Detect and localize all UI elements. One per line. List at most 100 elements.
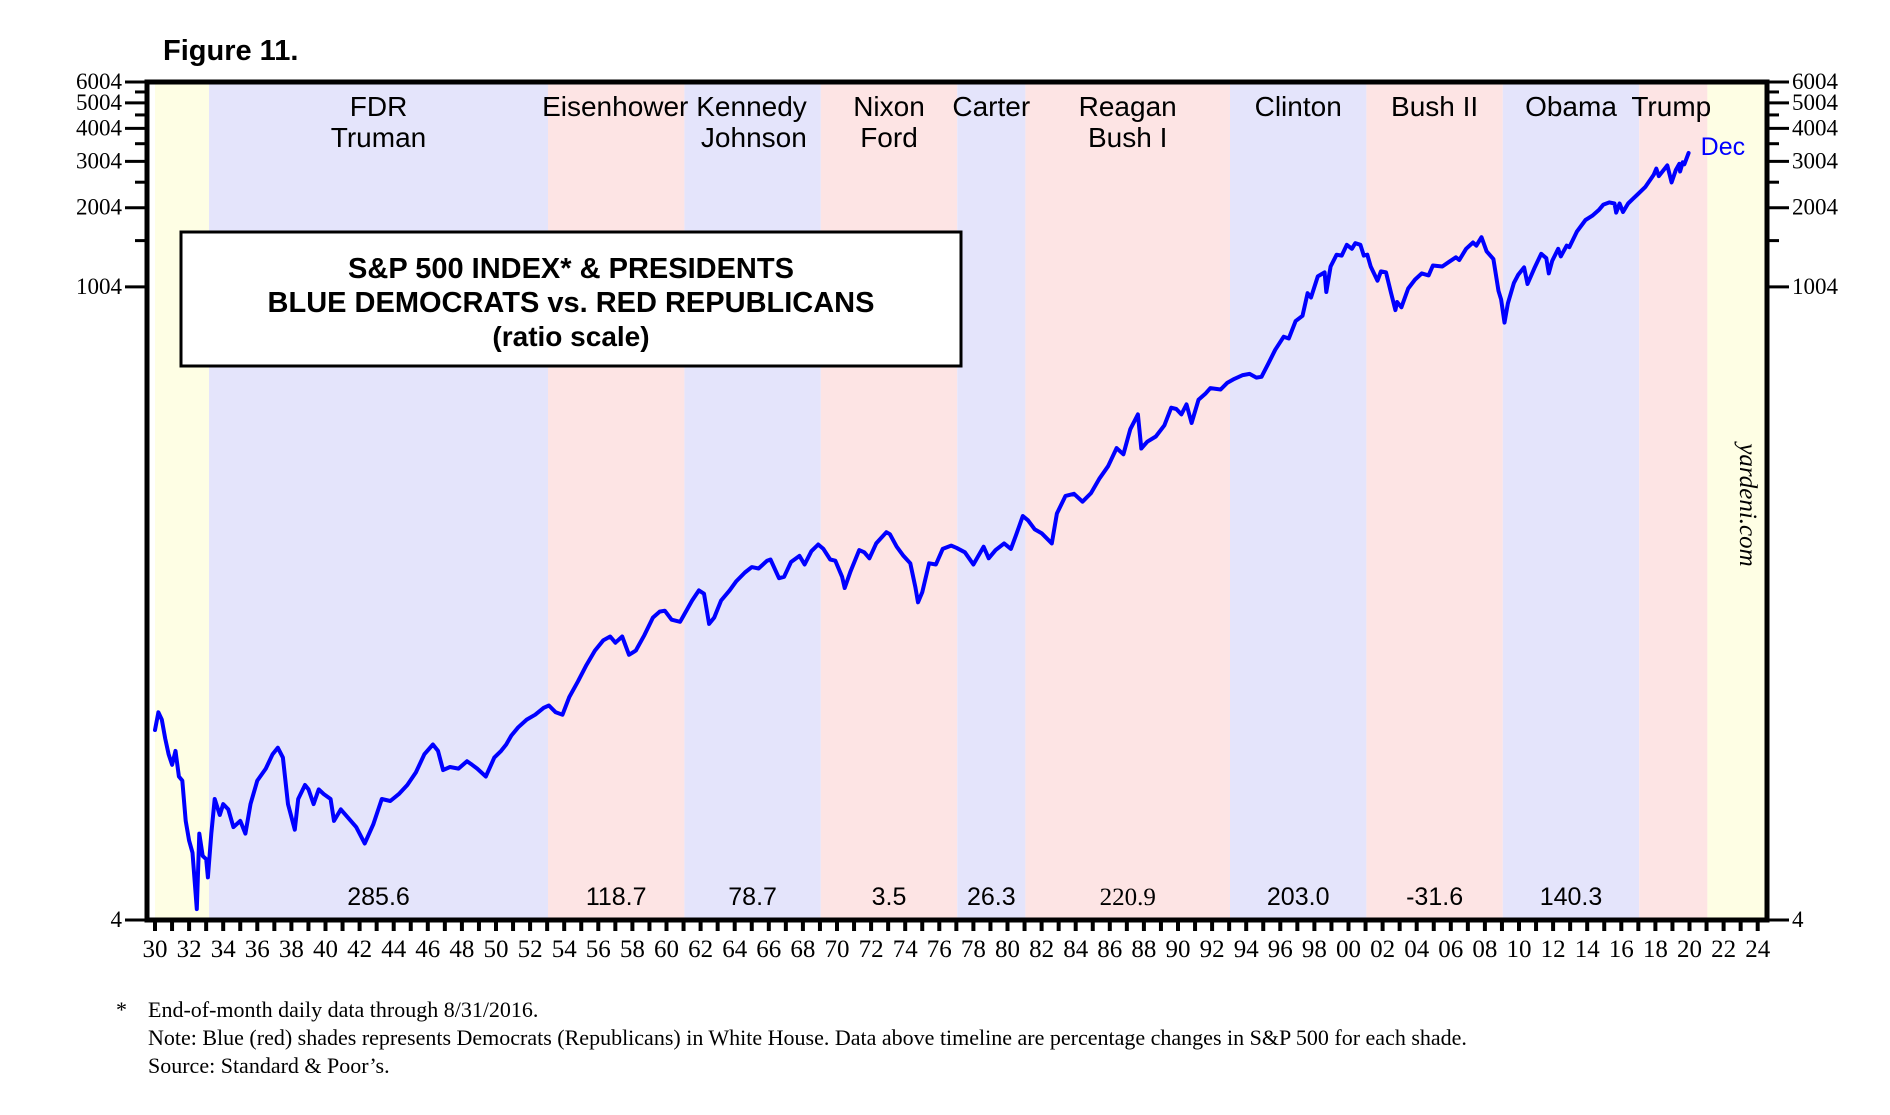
x-tick-label: 10 <box>1507 936 1532 963</box>
shade-band <box>820 82 958 920</box>
x-tick-label: 42 <box>347 936 372 963</box>
y-tick-label-left: 5004 <box>76 90 123 115</box>
x-tick-label: 90 <box>1166 936 1191 963</box>
president-label: Carter <box>952 91 1030 122</box>
shade-band <box>548 82 685 920</box>
shade-band <box>1366 82 1503 920</box>
y-tick-label-left: 1004 <box>76 274 123 299</box>
x-tick-label: 14 <box>1575 936 1601 963</box>
x-tick-label: 00 <box>1336 936 1361 963</box>
x-tick-label: 40 <box>313 936 338 963</box>
y-tick-label-right: 6004 <box>1792 69 1839 94</box>
chart-title: S&P 500 INDEX* & PRESIDENTS <box>348 253 794 285</box>
x-tick-label: 88 <box>1131 936 1156 963</box>
footnote-note: Note: Blue (red) shades represents Democ… <box>148 1025 1467 1050</box>
x-tick-label: 68 <box>790 936 815 963</box>
president-label: Bush I <box>1088 122 1167 153</box>
footnote-marker: * <box>116 997 127 1022</box>
x-tick-label: 86 <box>1097 936 1122 963</box>
president-label: Ford <box>860 122 918 153</box>
x-tick-label: 18 <box>1643 936 1668 963</box>
president-label: Trump <box>1631 91 1711 122</box>
president-label: FDR <box>350 91 408 122</box>
x-tick-label: 70 <box>825 936 850 963</box>
x-tick-label: 38 <box>279 936 304 963</box>
shade-band <box>957 82 1026 920</box>
x-tick-label: 66 <box>756 936 781 963</box>
percent-change-label: 26.3 <box>967 883 1016 911</box>
footnote-source: Source: Standard & Poor’s. <box>148 1053 390 1078</box>
shade-band <box>1707 82 1767 920</box>
x-tick-label: 78 <box>961 936 986 963</box>
x-tick-label: 46 <box>415 936 440 963</box>
x-tick-label: 96 <box>1268 936 1293 963</box>
president-label: Clinton <box>1255 91 1342 122</box>
title-box-frame <box>179 230 963 368</box>
president-label: Truman <box>331 122 426 153</box>
x-tick-label: 56 <box>586 936 611 963</box>
percent-change-labels: 285.6 118.7 78.7 3.5 26.3 220.9 203.0 -31.6 140.… <box>347 883 1602 911</box>
percent-change-label: 118.7 <box>586 883 647 911</box>
y-tick-label-right: 4 <box>1792 907 1804 932</box>
x-tick-label: 44 <box>381 936 407 963</box>
percent-change-label: 78.7 <box>728 883 777 911</box>
x-tick-label: 98 <box>1302 936 1327 963</box>
end-label-dec: Dec <box>1701 133 1745 161</box>
y-tick-label-left: 3004 <box>76 148 123 173</box>
x-tick-label: 36 <box>245 936 270 963</box>
percent-change-label: 3.5 <box>872 883 907 911</box>
x-tick-label: 60 <box>654 936 679 963</box>
y-tick-label-right: 5004 <box>1792 90 1839 115</box>
percent-change-label: -31.6 <box>1406 883 1463 911</box>
percent-change-label: 203.0 <box>1267 883 1330 911</box>
x-tick-label: 20 <box>1677 936 1702 963</box>
y-tick-label-left: 6004 <box>76 69 123 94</box>
x-tick-label: 24 <box>1745 936 1771 963</box>
figure-label: Figure 11. <box>163 35 298 67</box>
x-tick-label: 52 <box>518 936 543 963</box>
chart-scale-note: (ratio scale) <box>492 321 649 352</box>
y-tick-label-left: 4004 <box>76 115 123 140</box>
x-tick-label: 58 <box>620 936 645 963</box>
percent-change-label: 220.9 <box>1100 884 1156 911</box>
y-tick-label-left: 2004 <box>76 195 123 220</box>
x-tick-label: 82 <box>1029 936 1054 963</box>
y-tick-label-right: 3004 <box>1792 148 1839 173</box>
x-tick-label: 08 <box>1472 936 1497 963</box>
x-tick-label: 74 <box>893 936 919 963</box>
shade-band <box>1639 82 1708 920</box>
president-label: Nixon <box>853 91 925 122</box>
x-tick-label: 02 <box>1370 936 1395 963</box>
footnote-data: End-of-month daily data through 8/31/201… <box>148 997 538 1022</box>
x-tick-label: 62 <box>688 936 713 963</box>
x-tick-label: 92 <box>1200 936 1225 963</box>
x-tick-label: 34 <box>211 936 237 963</box>
x-tick-label: 12 <box>1541 936 1566 963</box>
party-shades <box>155 82 1767 920</box>
shade-band <box>209 82 549 920</box>
sp500-series-line <box>153 151 1691 912</box>
shade-band <box>1025 82 1231 920</box>
x-tick-label: 84 <box>1063 936 1089 963</box>
x-tick-label: 50 <box>484 936 509 963</box>
x-tick-label: 80 <box>995 936 1020 963</box>
footnotes: * End-of-month daily data through 8/31/2… <box>116 997 1467 1078</box>
percent-change-label: 285.6 <box>347 883 410 911</box>
x-tick-label: 64 <box>722 936 748 963</box>
x-tick-label: 22 <box>1711 936 1736 963</box>
x-tick-label: 30 <box>143 936 168 963</box>
watermark: yardeni.com <box>1734 440 1761 566</box>
x-tick-label: 04 <box>1404 936 1430 963</box>
x-tick-label: 48 <box>449 936 474 963</box>
x-axis: 30 32 34 36 38 40 42 44 46 48 50 52 54 56 58 60 62 64 66 68… <box>143 920 1771 963</box>
president-label: Obama <box>1525 91 1617 122</box>
shade-band <box>1230 82 1367 920</box>
x-tick-label: 16 <box>1609 936 1634 963</box>
president-label: Eisenhower <box>542 91 688 122</box>
y-tick-label-left: 4 <box>111 907 123 932</box>
y-tick-label-right: 4004 <box>1792 115 1839 140</box>
y-tick-label-right: 2004 <box>1792 195 1839 220</box>
